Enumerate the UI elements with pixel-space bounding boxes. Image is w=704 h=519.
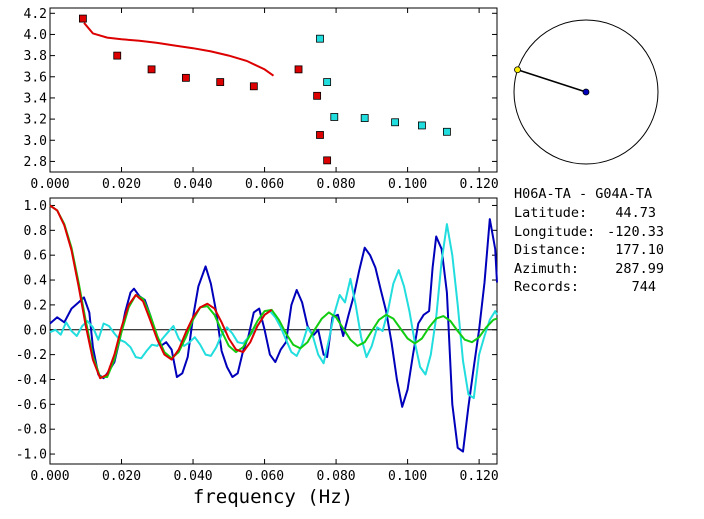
bottom-y-tick-label: -0.4 [16, 373, 47, 388]
bottom-x-tick-label: 0.100 [388, 469, 427, 484]
x-axis-title: frequency (Hz) [193, 486, 353, 508]
bottom-x-tick-label: 0.040 [173, 469, 212, 484]
cyan-point [323, 78, 332, 86]
cyan-point [330, 113, 339, 121]
cyan-point [360, 114, 369, 122]
red-point [113, 51, 122, 60]
cyan-point [316, 34, 324, 43]
red-point [216, 78, 225, 86]
station-pair: H06A-TA - G04A-TA [514, 186, 652, 202]
top-y-tick-label: 3.2 [24, 113, 47, 128]
top-y-tick-label: 3.8 [24, 49, 47, 64]
records-value: 744 [632, 279, 656, 295]
top-x-tick-label: 0.040 [173, 177, 212, 192]
bottom-x-tick-label: 0.020 [102, 469, 141, 484]
longitude-value: -120.33 [607, 224, 664, 240]
azimuth-circle [513, 19, 659, 165]
red-point [294, 65, 303, 74]
red-point [249, 82, 258, 91]
top-y-tick-label: 2.8 [24, 155, 47, 170]
top-y-tick-label: 3.0 [24, 134, 47, 149]
top-y-tick-label: 4.2 [24, 7, 47, 22]
cyan-point [443, 127, 451, 136]
green-series-line [49, 204, 498, 378]
top-x-tick-label: 0.080 [317, 177, 356, 192]
station-info: H06A-TA - G04A-TA Latitude: 44.73 Longit… [514, 186, 664, 295]
azimuth-end-dot [514, 66, 521, 74]
bottom-y-tick-label: 0.8 [24, 224, 47, 239]
azimuth-dial [513, 19, 659, 165]
red-point [78, 14, 87, 23]
top-chart: 0.000 0.020 0.040 0.060 0.080 0.100 0.120 2.8 3.… [24, 7, 499, 192]
red-point [147, 65, 156, 74]
azimuth-center-dot [582, 88, 590, 96]
top-chart-ticks: 0.000 0.020 0.040 0.060 0.080 0.100 0.120 2.8 3.… [24, 7, 499, 192]
cyan-point [391, 118, 399, 127]
bottom-chart-series [49, 204, 498, 453]
latitude-value: 44.73 [615, 205, 656, 221]
red-point [181, 73, 190, 82]
bottom-y-tick-label: 0.4 [24, 274, 48, 289]
cyan-point [418, 121, 426, 130]
top-chart-curve [83, 22, 275, 77]
top-x-tick-label: 0.000 [30, 177, 69, 192]
red-series-line [49, 204, 273, 380]
bottom-y-tick-label: 1.0 [24, 199, 47, 214]
bottom-chart-frame [49, 197, 498, 465]
bottom-y-tick-label: 0.6 [24, 249, 47, 264]
azimuth-line [517, 69, 587, 93]
azimuth-label: Azimuth: [514, 261, 579, 277]
red-point [323, 156, 332, 165]
records-label: Records: [514, 279, 579, 295]
bottom-y-tick-label: -1.0 [16, 448, 47, 463]
bottom-y-tick-label: -0.6 [16, 398, 47, 413]
top-x-tick-label: 0.100 [388, 177, 427, 192]
top-x-tick-label: 0.020 [102, 177, 141, 192]
blue-series-line [49, 218, 498, 453]
longitude-label: Longitude: [514, 224, 595, 240]
top-y-tick-label: 4.0 [24, 28, 47, 43]
top-chart-frame [49, 7, 498, 173]
bottom-x-tick-label: 0.120 [460, 469, 499, 484]
latitude-label: Latitude: [514, 205, 587, 221]
red-point [316, 131, 324, 139]
bottom-chart: 0.000 0.020 0.040 0.060 0.080 0.100 0.120 1.0 0.… [16, 197, 499, 508]
top-red-curve [83, 22, 275, 77]
bottom-y-tick-label: 0.0 [24, 323, 47, 338]
cyan-series-line [49, 223, 498, 400]
top-y-tick-label: 3.6 [24, 70, 47, 85]
top-y-tick-label: 3.4 [24, 91, 48, 106]
distance-label: Distance: [514, 242, 587, 258]
bottom-x-tick-label: 0.060 [245, 469, 284, 484]
distance-value: 177.10 [615, 242, 664, 258]
top-chart-points [78, 14, 451, 165]
bottom-y-tick-label: -0.8 [16, 423, 47, 438]
bottom-y-tick-label: 0.2 [24, 298, 47, 313]
top-x-tick-label: 0.060 [245, 177, 284, 192]
bottom-x-tick-label: 0.080 [317, 469, 356, 484]
bottom-x-tick-label: 0.000 [30, 469, 69, 484]
red-point [313, 91, 322, 100]
azimuth-value: 287.99 [615, 261, 664, 277]
bottom-chart-ticks: 0.000 0.020 0.040 0.060 0.080 0.100 0.120 1.0 0.… [16, 198, 499, 484]
bottom-y-tick-label: -0.2 [16, 348, 47, 363]
top-x-tick-label: 0.120 [460, 177, 499, 192]
